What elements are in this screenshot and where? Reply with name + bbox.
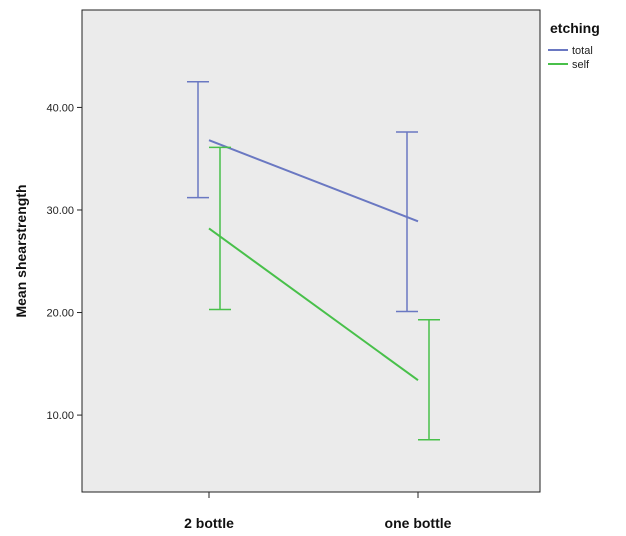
y-axis-title: Mean shearstrength [13, 184, 29, 317]
x-tick-label: one bottle [385, 515, 452, 531]
legend-item-total: total [548, 45, 593, 57]
error-bar [187, 81, 209, 199]
y-tick-label: 30.00 [46, 205, 74, 217]
error-bar [418, 318, 440, 441]
legend: total self [548, 45, 593, 71]
y-tick-label: 20.00 [46, 308, 74, 320]
series-total [187, 81, 419, 313]
legend-title: etching [550, 20, 600, 36]
error-bar [209, 146, 231, 311]
plot-area [81, 9, 541, 493]
y-axis-ticks: 10.00 20.00 30.00 40.00 [46, 102, 82, 422]
legend-label: total [572, 45, 593, 57]
x-axis-ticks: 2 bottle one bottle [184, 492, 452, 531]
x-tick-label: 2 bottle [184, 515, 234, 531]
legend-item-self: self [548, 59, 590, 71]
y-tick-label: 10.00 [46, 410, 74, 422]
series-layer [187, 81, 440, 441]
series-line-self [208, 227, 419, 382]
series-self [208, 146, 440, 441]
legend-label: self [572, 59, 590, 71]
series-line-total [208, 139, 419, 223]
y-tick-label: 40.00 [46, 102, 74, 114]
error-bar [396, 131, 418, 313]
